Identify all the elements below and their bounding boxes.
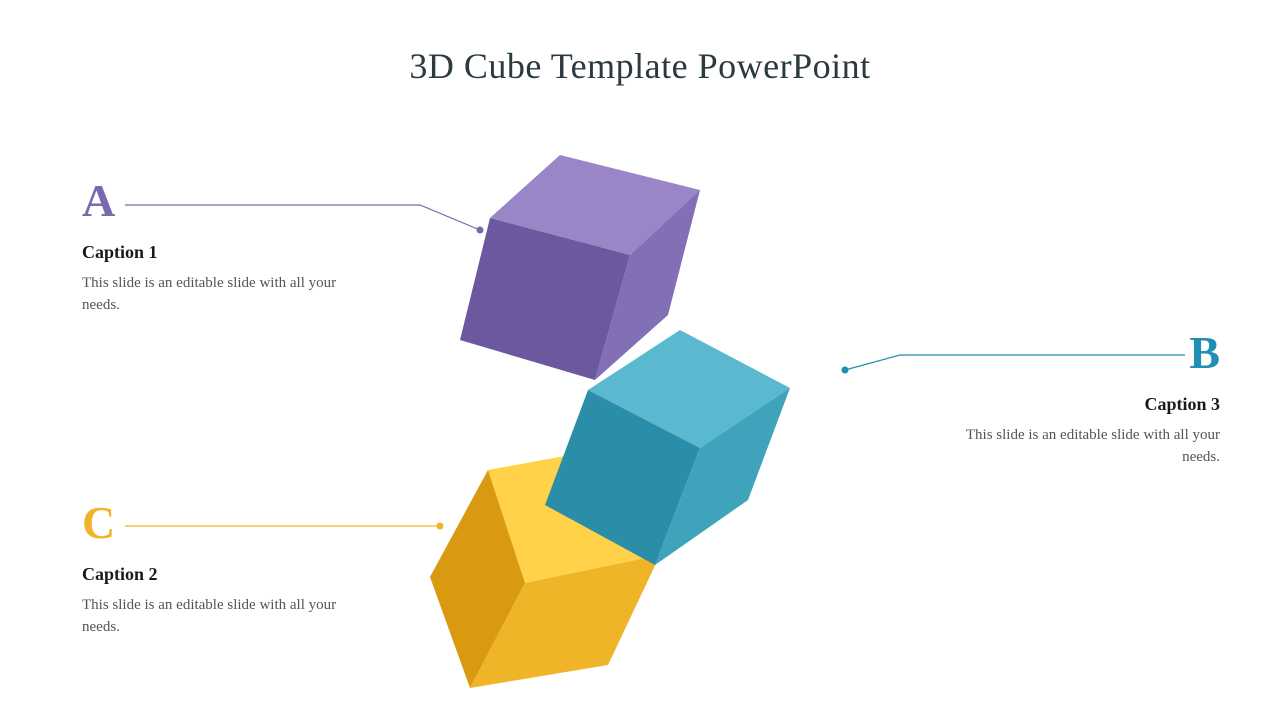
caption-block-c: C Caption 2 This slide is an editable sl… bbox=[82, 500, 342, 639]
cube-yellow bbox=[430, 445, 660, 688]
caption-letter-a: A bbox=[82, 178, 342, 224]
cube-purple-left bbox=[460, 218, 630, 380]
slide-title: 3D Cube Template PowerPoint bbox=[0, 45, 1280, 87]
cube-yellow-right bbox=[470, 555, 660, 688]
caption-desc-a: This slide is an editable slide with all… bbox=[82, 273, 342, 317]
caption-title-b: Caption 3 bbox=[960, 394, 1220, 415]
connector-dot-b bbox=[842, 367, 849, 374]
cube-yellow-top bbox=[488, 445, 660, 583]
cube-yellow-left bbox=[430, 470, 525, 688]
cube-teal-left bbox=[545, 390, 700, 565]
caption-block-a: A Caption 1 This slide is an editable sl… bbox=[82, 178, 342, 317]
caption-block-b: B Caption 3 This slide is an editable sl… bbox=[960, 330, 1220, 469]
cube-purple bbox=[460, 155, 700, 380]
cube-purple-right bbox=[595, 190, 700, 380]
caption-title-a: Caption 1 bbox=[82, 242, 342, 263]
caption-desc-b: This slide is an editable slide with all… bbox=[960, 425, 1220, 469]
cube-teal-top bbox=[588, 330, 790, 448]
caption-desc-c: This slide is an editable slide with all… bbox=[82, 595, 342, 639]
connector-dot-c bbox=[437, 523, 444, 530]
caption-letter-c: C bbox=[82, 500, 342, 546]
caption-letter-b: B bbox=[960, 330, 1220, 376]
cube-purple-top bbox=[490, 155, 700, 255]
connector-dot-a bbox=[477, 227, 484, 234]
caption-title-c: Caption 2 bbox=[82, 564, 342, 585]
cube-teal bbox=[545, 330, 790, 565]
cube-teal-right bbox=[655, 388, 790, 565]
